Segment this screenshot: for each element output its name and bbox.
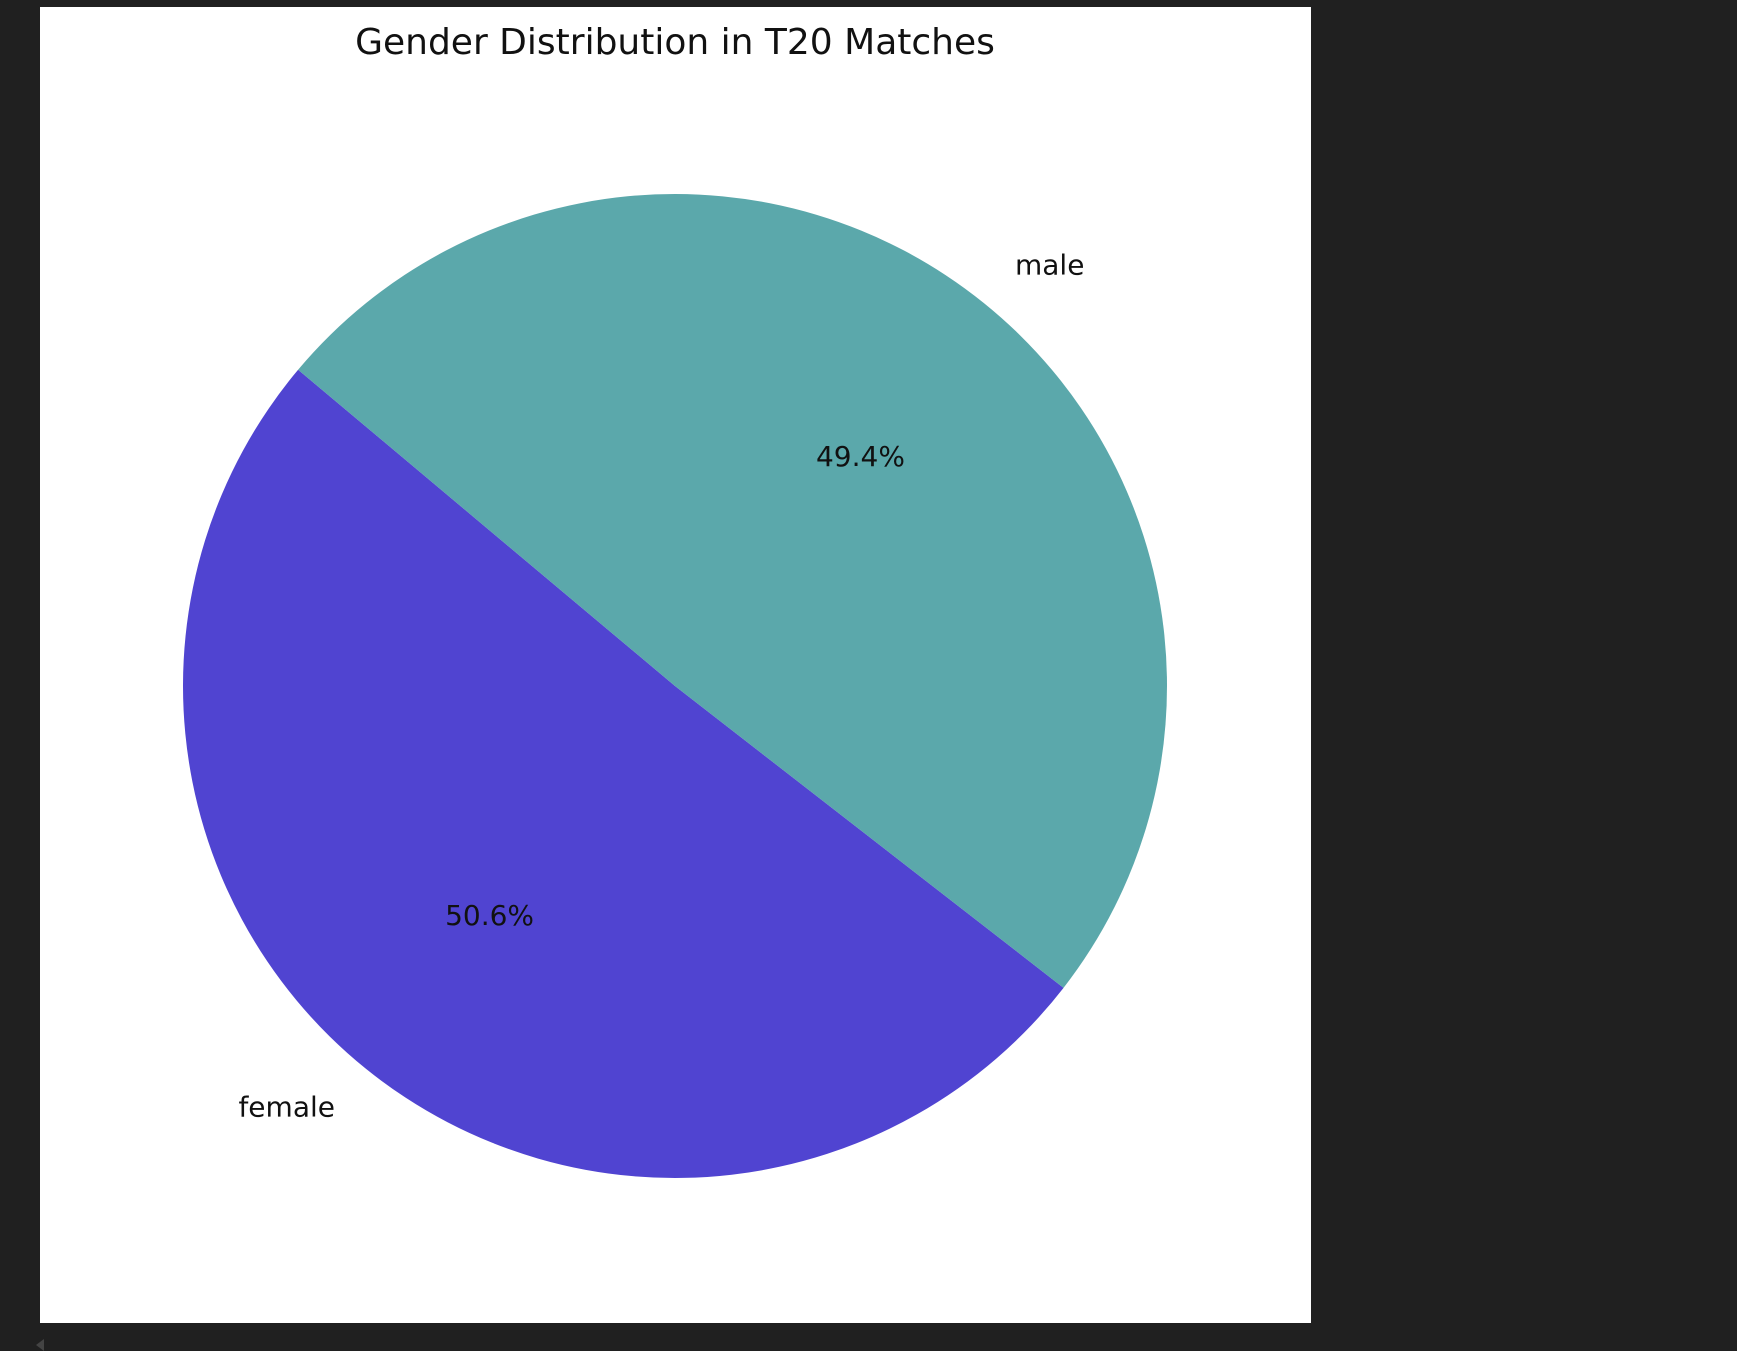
pie-slices: [182, 194, 1167, 1179]
pie-category-label-female: female: [238, 1091, 335, 1124]
pie-slice-female: [182, 369, 1064, 1179]
pie-labels: 50.6% female 49.4% male: [238, 248, 1084, 1123]
pie-slice-male: [298, 194, 1167, 988]
scroll-left-icon[interactable]: [36, 1339, 44, 1351]
pie-percent-label-male: 49.4%: [816, 440, 905, 473]
pie-percent-label-female: 50.6%: [445, 899, 534, 932]
chart-title: Gender Distribution in T20 Matches: [355, 22, 995, 63]
pie-category-label-male: male: [1015, 248, 1084, 281]
